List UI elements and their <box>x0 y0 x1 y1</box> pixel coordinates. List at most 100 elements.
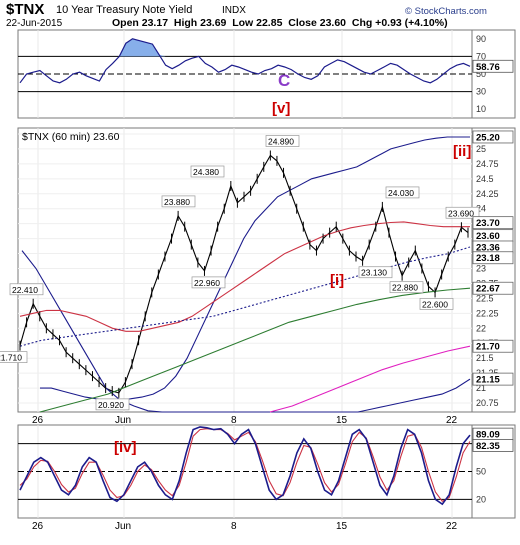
rsi-tick-label: 10 <box>476 104 486 114</box>
price-annotation: 24.890 <box>268 137 294 147</box>
wave-label: [v] <box>272 100 290 117</box>
rsi-last-value: 58.76 <box>476 62 500 73</box>
price-tick-label: 24 <box>476 204 486 214</box>
price-annotation: 20.920 <box>98 400 124 410</box>
wave-label: [i] <box>330 272 344 289</box>
price-right-label-box <box>472 216 514 230</box>
stoch-k-value: 89.09 <box>476 430 500 441</box>
price-annotation-box <box>265 135 300 147</box>
rsi-tick-label: 30 <box>476 87 486 97</box>
price-annotation: 23.880 <box>164 197 190 207</box>
rsi-line <box>19 38 471 84</box>
price-right-label: 25.20 <box>476 132 500 143</box>
price-x-label: 15 <box>336 415 348 426</box>
price-tick-label: 24.5 <box>476 174 494 184</box>
indicator-line-5 <box>39 287 471 413</box>
exchange-label: INDX <box>222 5 246 16</box>
price-annotation-box <box>385 186 420 199</box>
price-annotation: 22.600 <box>422 299 448 309</box>
price-panel-title: $TNX (60 min) 23.60 <box>22 131 120 143</box>
stoch-tick-label: 50 <box>476 467 486 477</box>
price-tick-label: 25 <box>476 144 486 154</box>
stoch-d-value-box <box>472 439 514 452</box>
price-annotation-box <box>0 351 28 363</box>
indicator-line-6 <box>269 345 471 413</box>
price-tick-label: 24.75 <box>476 159 499 169</box>
price-right-axis <box>471 127 516 413</box>
rsi-tick-label: 70 <box>476 51 486 61</box>
stoch-k-line <box>19 426 471 506</box>
price-right-label: 23.36 <box>476 242 500 253</box>
price-x-label: 8 <box>231 415 237 426</box>
security-name: 10 Year Treasury Note Yield <box>56 4 192 16</box>
indicator-line-3 <box>19 221 470 332</box>
stoch-d-value: 82.35 <box>476 441 500 452</box>
price-right-label-box <box>472 281 514 295</box>
price-right-label-box <box>472 130 514 144</box>
rsi-right-axis <box>471 29 516 119</box>
price-right-label-box <box>472 251 514 265</box>
rsi-panel: 10 30 50 70 90 58.76 C <box>17 29 516 119</box>
price-annotation-box <box>389 281 424 294</box>
price-tick-label: 21.5 <box>476 353 494 363</box>
price-right-label: 22.67 <box>476 284 500 295</box>
price-annotation: 22.880 <box>392 283 418 293</box>
price-x-label: 22 <box>446 415 458 426</box>
rsi-tick-label: 90 <box>476 34 486 44</box>
rsi-tick-label: 50 <box>476 69 486 79</box>
price-annotation-box <box>445 206 480 219</box>
stoch-x-label: 8 <box>231 521 237 532</box>
price-tick-label: 22 <box>476 323 486 333</box>
price-x-label: Jun <box>115 415 131 426</box>
price-panel: 20.752121.2521.521.752222.2522.522.75232… <box>0 100 516 426</box>
stoch-x-label: 22 <box>446 521 458 532</box>
price-tick-label: 22.5 <box>476 293 494 303</box>
price-annotation: 23.690 <box>448 208 474 218</box>
price-annotation-box <box>9 283 44 296</box>
price-annotation-box <box>161 195 196 208</box>
price-annotation-box <box>358 266 393 279</box>
price-right-label: 21.15 <box>476 375 500 386</box>
price-annotation: 22.960 <box>194 278 220 288</box>
price-tick-label: 21 <box>476 383 486 393</box>
price-right-label: 21.70 <box>476 342 500 353</box>
price-right-label-box <box>472 339 514 353</box>
stoch-x-label: Jun <box>115 521 131 532</box>
price-right-label: 23.60 <box>476 231 500 242</box>
price-annotation: 24.030 <box>388 188 414 198</box>
price-right-label: 23.18 <box>476 253 500 264</box>
price-annotation: 22.410 <box>12 285 38 295</box>
price-x-label: 26 <box>32 415 44 426</box>
date-label: 22-Jun-2015 <box>6 18 63 29</box>
price-tick-label: 24.25 <box>476 189 499 199</box>
wave-label: [ii] <box>453 143 471 160</box>
price-annotation-box <box>191 276 226 289</box>
rsi-overbought-fill <box>20 38 470 57</box>
price-annotation-box <box>190 165 225 178</box>
price-annotation: 21.710 <box>0 353 22 363</box>
chart-header: $TNX 10 Year Treasury Note Yield INDX 22… <box>6 1 487 29</box>
stoch-x-label: 15 <box>336 521 348 532</box>
indicator-line-4 <box>19 246 471 347</box>
price-annotation-box <box>95 398 130 411</box>
stoch-x-label: 26 <box>32 521 44 532</box>
stoch-tick-label: 20 <box>476 494 486 504</box>
price-right-label-box <box>472 372 514 386</box>
price-right-label: 23.70 <box>476 218 500 229</box>
wave-label-c: C <box>278 71 290 90</box>
copyright-logo: © StockCharts.com <box>405 6 487 17</box>
wave-label-iv: [iv] <box>114 439 137 456</box>
price-tick-label: 22.25 <box>476 308 499 318</box>
symbol-label: $TNX <box>6 1 44 18</box>
price-annotation-box <box>419 298 454 310</box>
ohlc-label: Open 23.17 High 23.69 Low 22.85 Close 23… <box>112 17 448 29</box>
indicator-line-2 <box>21 250 471 413</box>
price-annotation: 23.130 <box>361 268 387 278</box>
price-annotation: 24.380 <box>193 167 219 177</box>
rsi-last-value-box <box>472 59 514 73</box>
price-tick-label: 20.75 <box>476 398 499 408</box>
price-tick-label: 23 <box>476 264 486 274</box>
